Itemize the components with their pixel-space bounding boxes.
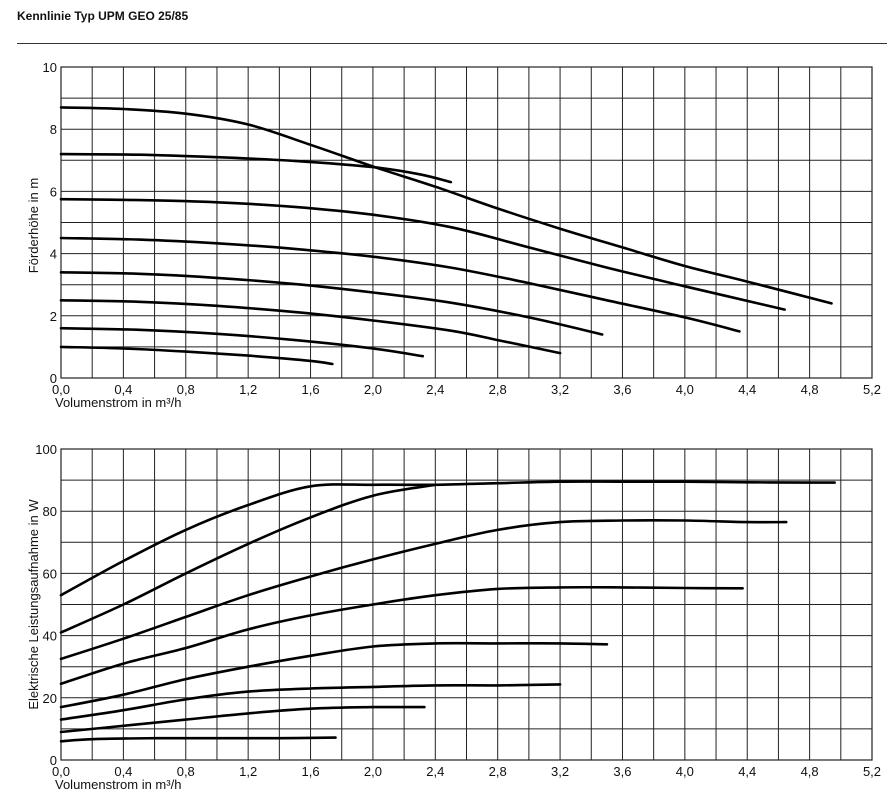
page-title: Kennlinie Typ UPM GEO 25/85 — [17, 9, 189, 23]
head-curve-7 — [59, 152, 453, 184]
power-x-tick-label: 2,0 — [364, 764, 382, 779]
power-x-tick-label: 5,2 — [863, 764, 881, 779]
power-chart: 0,0 0,4 0,8 1,2 1,6 2,0 2,4 2,8 3,2 3,6 4,0 4,4 4,8 5… — [26, 442, 881, 792]
power-x-tick-label: 2,4 — [426, 764, 444, 779]
power-x-tick-label: 3,6 — [613, 764, 631, 779]
power-x-tick-label: 4,0 — [676, 764, 694, 779]
power-x-tick-label: 3,2 — [551, 764, 569, 779]
power-y-axis-label: Elektrische Leistungsaufnahme in W — [26, 499, 41, 710]
power-curve-4 — [59, 641, 609, 709]
head-x-tick-label: 1,2 — [239, 382, 257, 397]
head-plot-frame — [60, 66, 873, 379]
power-grid — [61, 449, 872, 760]
head-x-tick-label: 4,8 — [801, 382, 819, 397]
power-y-tick-label: 0 — [50, 753, 57, 768]
power-x-tick-label: 1,6 — [301, 764, 319, 779]
head-x-tick-label: 0,8 — [177, 382, 195, 397]
head-x-axis-label: Volumenstrom in m³/h — [55, 395, 181, 410]
head-x-tick-label: 3,6 — [613, 382, 631, 397]
title-divider — [17, 43, 887, 44]
head-y-tick-label: 4 — [50, 247, 57, 262]
head-x-tick-label: 5,2 — [863, 382, 881, 397]
head-curve-5 — [59, 236, 741, 333]
head-curve-3 — [59, 299, 562, 355]
head-x-tick-label: 1,6 — [301, 382, 319, 397]
head-x-tick-label: 0,4 — [114, 382, 132, 397]
power-x-axis-label: Volumenstrom in m³/h — [55, 777, 181, 792]
head-curve-4 — [59, 271, 604, 336]
power-curve-7 — [59, 483, 437, 634]
power-curve-8 — [59, 480, 836, 597]
power-curve-3 — [59, 683, 562, 721]
head-grid — [61, 67, 872, 378]
power-x-tick-label: 4,4 — [738, 764, 756, 779]
power-curve-6 — [59, 519, 788, 661]
power-plot-frame — [60, 448, 873, 761]
power-x-tick-label: 0,8 — [177, 764, 195, 779]
power-curve-5 — [59, 585, 744, 686]
power-y-tick-label: 20 — [43, 691, 57, 706]
head-y-tick-label: 10 — [43, 60, 57, 75]
power-x-tick-label: 4,8 — [801, 764, 819, 779]
head-y-tick-label: 2 — [50, 309, 57, 324]
head-y-tick-label: 8 — [50, 122, 57, 137]
head-x-tick-label: 0,0 — [52, 382, 70, 397]
head-y-tick-label: 6 — [50, 184, 57, 199]
head-x-tick-label: 4,0 — [676, 382, 694, 397]
power-x-tick-label: 1,2 — [239, 764, 257, 779]
head-curve-1 — [59, 345, 334, 366]
power-y-tick-label: 80 — [43, 504, 57, 519]
head-chart: 0,0 0,4 0,8 1,2 1,6 2,0 2,4 2,8 3,2 3,6 4,0 4,4 4,8 5… — [26, 60, 881, 410]
head-y-tick-label: 0 — [50, 371, 57, 386]
power-y-tick-label: 40 — [43, 629, 57, 644]
head-curve-6 — [59, 197, 786, 311]
power-x-tick-label: 0,4 — [114, 764, 132, 779]
head-curve-2 — [59, 326, 425, 358]
power-x-tick-label: 2,8 — [489, 764, 507, 779]
head-y-axis-label: Förderhöhe in m — [26, 178, 41, 273]
power-y-tick-label: 100 — [35, 442, 57, 457]
head-x-tick-label: 4,4 — [738, 382, 756, 397]
power-curve-1 — [59, 736, 337, 743]
head-x-tick-label: 2,8 — [489, 382, 507, 397]
head-x-tick-label: 3,2 — [551, 382, 569, 397]
power-y-tick-label: 60 — [43, 566, 57, 581]
power-curve-2 — [59, 705, 426, 734]
head-curve-8 — [59, 106, 833, 305]
head-x-tick-label: 2,0 — [364, 382, 382, 397]
power-x-tick-label: 0,0 — [52, 764, 70, 779]
head-x-tick-label: 2,4 — [426, 382, 444, 397]
